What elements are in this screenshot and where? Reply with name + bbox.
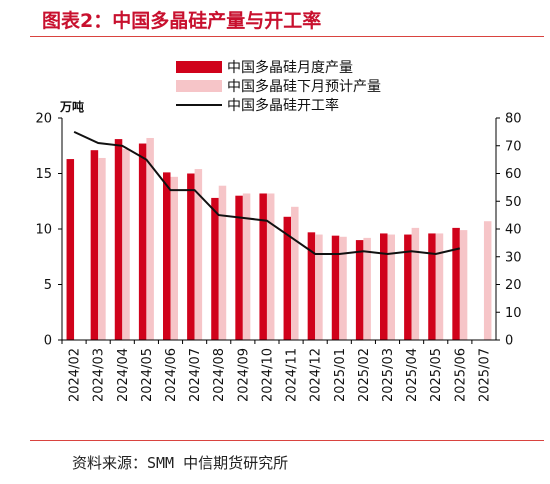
bar-forecast — [435, 233, 444, 340]
x-axis-tick-label: 2024/09 — [236, 348, 251, 402]
bar-actual — [66, 159, 75, 340]
bar-actual — [404, 234, 412, 340]
x-axis-tick-label: 2024/07 — [188, 348, 203, 402]
x-axis-tick-label: 2024/10 — [260, 348, 275, 402]
chart-title: 图表2：中国多晶硅产量与开工率 — [42, 10, 322, 32]
bar-actual — [90, 150, 99, 340]
x-axis-tick-label: 2024/04 — [116, 348, 131, 402]
legend-label: 中国多晶硅开工率 — [227, 97, 339, 114]
x-axis-tick-label: 2025/03 — [381, 348, 396, 402]
bar-actual — [307, 232, 316, 340]
source-note: 资料来源：SMM 中信期货研究所 — [72, 454, 289, 472]
x-axis-tick-label: 2024/12 — [309, 348, 324, 402]
x-axis-tick-label: 2025/04 — [405, 348, 420, 402]
line-series-group — [73, 130, 461, 256]
bar-forecast — [459, 230, 468, 340]
bar-forecast — [411, 227, 420, 340]
right-axis-tick-label: 40 — [505, 223, 522, 238]
x-axis-tick-label: 2024/06 — [164, 348, 179, 402]
x-axis-tick-label: 2025/06 — [453, 348, 468, 402]
left-axis-tick-label: 20 — [35, 112, 52, 127]
bar-actual — [138, 143, 147, 340]
legend-swatch — [176, 80, 222, 92]
title-divider — [30, 36, 544, 37]
legend-label: 中国多晶硅下月预计产量 — [227, 78, 381, 95]
bar-actual — [452, 227, 460, 340]
right-axis-tick-label: 50 — [505, 195, 522, 210]
legend-label: 中国多晶硅月度产量 — [227, 59, 353, 76]
bar-series-group — [66, 137, 492, 340]
x-axis-tick-label: 2025/07 — [477, 348, 492, 402]
right-axis-tick-label: 0 — [505, 334, 513, 349]
right-axis-tick-label: 10 — [505, 306, 522, 321]
right-axis-tick-label: 30 — [505, 250, 522, 265]
x-axis-tick-label: 2024/11 — [285, 348, 300, 402]
bar-forecast — [363, 237, 371, 340]
bar-actual — [355, 240, 364, 340]
left-axis-tick-label: 15 — [35, 167, 52, 182]
bar-actual — [163, 172, 171, 340]
bar-forecast — [98, 157, 106, 340]
bar-forecast — [483, 221, 492, 340]
x-axis-tick-label: 2025/01 — [333, 348, 348, 402]
bar-actual — [331, 235, 340, 340]
bar-forecast — [387, 234, 395, 340]
bar-actual — [380, 233, 388, 340]
bar-actual — [235, 195, 243, 340]
bar-forecast — [291, 206, 299, 340]
x-axis-tick-label: 2025/02 — [357, 348, 372, 402]
bar-forecast — [339, 236, 347, 340]
bar-actual — [211, 197, 219, 340]
bar-actual — [259, 193, 267, 340]
legend-swatch — [176, 61, 222, 73]
left-axis: 万吨 0 5 10 15 20 — [35, 99, 84, 349]
bar-forecast — [146, 137, 154, 340]
bar-forecast — [122, 149, 130, 340]
left-axis-tick-label: 10 — [35, 223, 52, 238]
bar-forecast — [194, 169, 203, 340]
right-axis-tick-label: 80 — [505, 112, 522, 127]
bar-actual — [283, 216, 292, 340]
bar-actual — [114, 139, 123, 340]
bar-forecast — [170, 176, 178, 340]
bar-actual — [187, 173, 195, 340]
bar-forecast — [315, 234, 323, 340]
footer-divider — [30, 440, 544, 441]
right-axis: 0 10 20 30 40 50 60 70 80 — [495, 112, 522, 349]
x-axis-tick-label: 2025/05 — [429, 348, 444, 402]
x-axis: 2024/02 2024/03 2024/04 2024/05 2024/06 2024/… — [61, 339, 496, 402]
left-axis-tick-label: 5 — [44, 278, 52, 293]
x-axis-tick-label: 2024/03 — [92, 348, 107, 402]
left-axis-unit: 万吨 — [59, 99, 84, 114]
bar-forecast — [242, 193, 251, 340]
x-axis-tick-label: 2024/05 — [140, 348, 155, 402]
bar-actual — [428, 233, 436, 340]
left-axis-tick-label: 0 — [44, 334, 52, 349]
right-axis-tick-label: 60 — [505, 167, 522, 182]
line-operating-rate — [73, 130, 461, 256]
right-axis-tick-label: 70 — [505, 139, 522, 154]
x-axis-tick-label: 2024/02 — [68, 348, 83, 402]
right-axis-tick-label: 20 — [505, 278, 522, 293]
bar-forecast — [266, 193, 275, 340]
bar-forecast — [218, 185, 227, 340]
x-axis-tick-label: 2024/08 — [212, 348, 227, 402]
